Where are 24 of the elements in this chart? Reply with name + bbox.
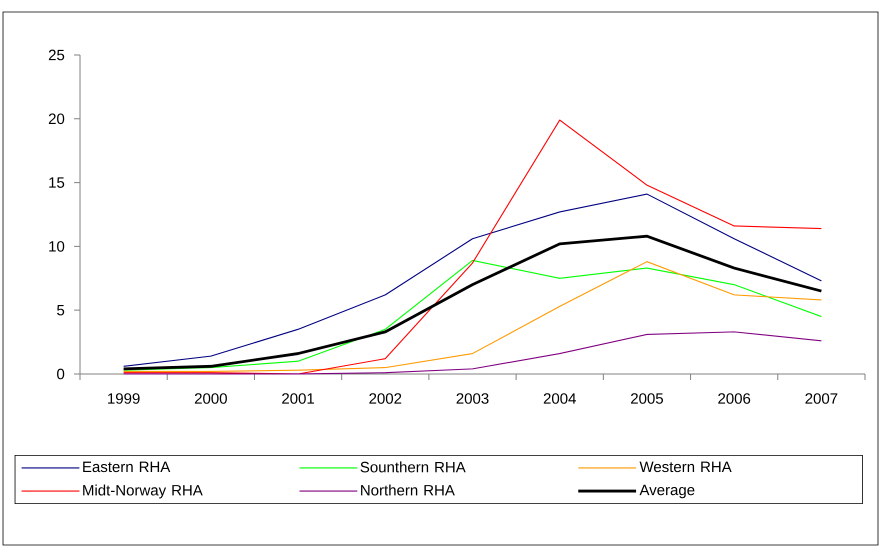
x-tick-label: 2007 (805, 393, 838, 404)
x-tick-label: 2004 (544, 393, 576, 404)
legend-label: Northern RHA (361, 484, 455, 496)
y-tick-label: 25 (48, 50, 64, 60)
x-tick-label: 2006 (718, 393, 750, 404)
line-series (123, 120, 822, 375)
y-tick-label: 0 (57, 368, 64, 380)
line-series (122, 234, 823, 370)
x-tick-label: 2001 (282, 393, 314, 404)
legend-label: Eastern RHA (83, 462, 170, 472)
line-series (123, 194, 822, 367)
y-tick-label: 10 (49, 241, 64, 252)
y-tick-label: 20 (48, 113, 64, 124)
legend-label: Average (640, 484, 694, 498)
x-tick-label: 2002 (369, 393, 402, 404)
y-tick-label: 15 (49, 177, 64, 188)
legend-label: Midt-Norway RHA (83, 484, 203, 498)
y-tick-label: 5 (57, 304, 64, 316)
legend-label: Sounthern RHA (360, 461, 466, 472)
x-tick-label: 2005 (631, 393, 664, 404)
x-tick-label: 1999 (108, 393, 140, 404)
x-tick-label: 2003 (456, 393, 489, 404)
x-tick-label: 2000 (194, 393, 227, 404)
legend-label: Western RHA (640, 462, 732, 472)
